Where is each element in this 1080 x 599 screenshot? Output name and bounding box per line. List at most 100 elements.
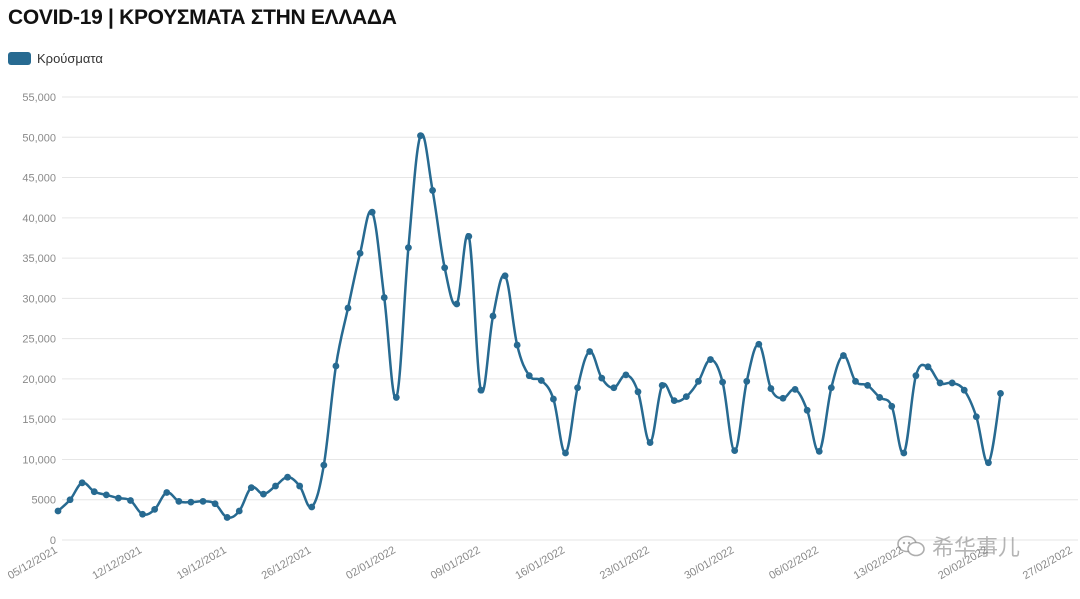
data-point[interactable] bbox=[272, 482, 279, 490]
data-point[interactable] bbox=[513, 341, 521, 349]
data-point[interactable] bbox=[163, 489, 171, 496]
data-point[interactable] bbox=[489, 312, 497, 320]
data-point[interactable] bbox=[779, 394, 787, 402]
data-point[interactable] bbox=[997, 390, 1004, 397]
data-point[interactable] bbox=[670, 397, 678, 405]
data-point[interactable] bbox=[54, 507, 62, 515]
data-point[interactable] bbox=[815, 448, 823, 455]
data-point[interactable] bbox=[936, 379, 944, 387]
data-point[interactable] bbox=[876, 394, 884, 401]
y-tick-label: 40,000 bbox=[22, 213, 56, 225]
chat-bubbles-icon bbox=[897, 535, 925, 557]
data-point[interactable] bbox=[731, 447, 739, 454]
data-point[interactable] bbox=[912, 372, 920, 380]
data-point[interactable] bbox=[695, 377, 702, 385]
x-tick-label: 27/02/2022 bbox=[1021, 544, 1075, 582]
y-axis-ticks: 0 5000 10,000 15,000 20,000 25,000 30,000 35,00… bbox=[22, 92, 56, 547]
data-point[interactable] bbox=[260, 490, 267, 498]
data-point[interactable] bbox=[417, 132, 424, 140]
y-tick-label: 30,000 bbox=[22, 293, 56, 305]
data-point[interactable] bbox=[924, 363, 932, 371]
data-point[interactable] bbox=[791, 385, 799, 393]
data-point[interactable] bbox=[682, 393, 690, 401]
x-tick-label: 26/12/2021 bbox=[260, 544, 314, 582]
data-point[interactable] bbox=[223, 514, 231, 521]
data-point[interactable] bbox=[211, 500, 219, 508]
data-point[interactable] bbox=[368, 208, 376, 216]
x-tick-label: 05/12/2021 bbox=[6, 544, 60, 582]
data-point[interactable] bbox=[465, 232, 473, 240]
y-tick-label: 55,000 bbox=[22, 92, 56, 104]
data-point[interactable] bbox=[247, 484, 255, 492]
data-point[interactable] bbox=[90, 488, 98, 496]
y-tick-label: 45,000 bbox=[22, 173, 56, 185]
data-point[interactable] bbox=[320, 461, 328, 469]
data-point[interactable] bbox=[380, 294, 388, 301]
data-point[interactable] bbox=[586, 348, 594, 355]
x-tick-label: 12/12/2021 bbox=[90, 544, 144, 582]
data-point[interactable] bbox=[610, 384, 618, 392]
data-point[interactable] bbox=[985, 459, 992, 467]
data-point[interactable] bbox=[550, 395, 557, 403]
data-point[interactable] bbox=[501, 272, 509, 280]
data-point[interactable] bbox=[803, 406, 811, 414]
data-point[interactable] bbox=[453, 300, 461, 308]
data-point[interactable] bbox=[960, 386, 968, 394]
data-point[interactable] bbox=[405, 244, 412, 252]
data-point[interactable] bbox=[175, 497, 183, 505]
data-point[interactable] bbox=[284, 473, 291, 481]
grid-lines bbox=[62, 96, 1078, 541]
data-point[interactable] bbox=[66, 496, 74, 504]
data-point[interactable] bbox=[598, 374, 606, 382]
watermark-text: 希华事儿 bbox=[932, 536, 1021, 561]
data-point[interactable] bbox=[767, 385, 775, 392]
data-point[interactable] bbox=[78, 479, 86, 487]
data-point[interactable] bbox=[972, 413, 980, 421]
data-point[interactable] bbox=[658, 381, 666, 389]
data-point[interactable] bbox=[441, 264, 449, 272]
data-point[interactable] bbox=[356, 249, 364, 257]
data-point[interactable] bbox=[900, 449, 908, 457]
data-point[interactable] bbox=[827, 384, 835, 392]
data-point[interactable] bbox=[296, 482, 304, 490]
data-point[interactable] bbox=[707, 356, 714, 363]
data-point[interactable] bbox=[102, 491, 110, 499]
data-point[interactable] bbox=[622, 371, 630, 379]
data-point[interactable] bbox=[948, 379, 956, 387]
data-point[interactable] bbox=[888, 402, 896, 410]
data-point[interactable] bbox=[755, 340, 763, 348]
y-tick-label: 15,000 bbox=[22, 414, 56, 426]
data-point[interactable] bbox=[127, 497, 134, 504]
data-point[interactable] bbox=[199, 497, 207, 505]
data-point[interactable] bbox=[151, 505, 159, 513]
data-point[interactable] bbox=[477, 386, 485, 394]
data-point[interactable] bbox=[743, 377, 751, 385]
data-point[interactable] bbox=[574, 384, 581, 392]
data-point[interactable] bbox=[852, 377, 859, 385]
y-tick-label: 5000 bbox=[32, 495, 56, 507]
data-point[interactable] bbox=[115, 494, 122, 502]
data-point[interactable] bbox=[864, 381, 871, 389]
x-tick-label: 30/01/2022 bbox=[682, 544, 736, 582]
data-point[interactable] bbox=[840, 352, 847, 359]
data-point[interactable] bbox=[235, 507, 243, 515]
data-point[interactable] bbox=[187, 498, 195, 506]
data-point[interactable] bbox=[634, 388, 642, 396]
data-point[interactable] bbox=[719, 378, 726, 386]
data-point[interactable] bbox=[344, 304, 352, 312]
legend-swatch bbox=[8, 52, 31, 65]
chart-legend[interactable]: Κρούσματα bbox=[8, 51, 103, 66]
y-tick-label: 10,000 bbox=[22, 454, 56, 466]
data-point[interactable] bbox=[525, 372, 533, 380]
data-point[interactable] bbox=[392, 394, 400, 401]
data-point[interactable] bbox=[537, 377, 545, 384]
y-tick-label: 20,000 bbox=[22, 374, 56, 386]
data-point[interactable] bbox=[332, 362, 340, 370]
legend-label: Κρούσματα bbox=[37, 51, 103, 66]
data-point[interactable] bbox=[429, 187, 436, 194]
data-point[interactable] bbox=[562, 449, 569, 457]
data-point[interactable] bbox=[139, 510, 146, 518]
data-point[interactable] bbox=[646, 439, 654, 446]
data-point[interactable] bbox=[308, 503, 316, 511]
